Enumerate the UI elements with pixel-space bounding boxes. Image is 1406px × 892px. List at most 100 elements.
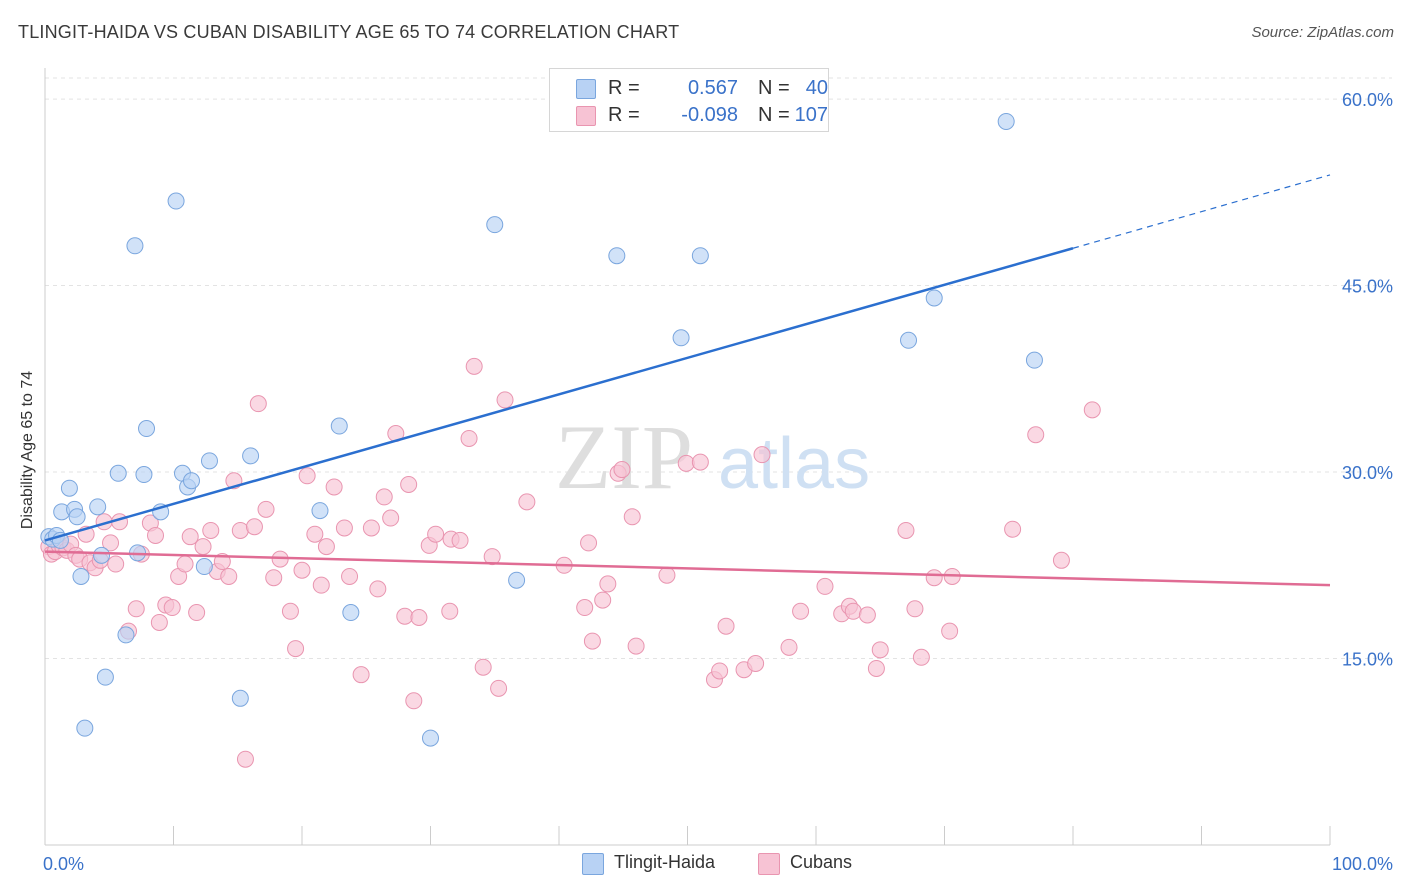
cuban-point <box>460 429 478 447</box>
cuban-point <box>518 493 536 511</box>
cuban-point <box>1004 520 1022 538</box>
tlingit-point <box>72 567 90 585</box>
tlingit-point <box>311 502 329 520</box>
tlingit-point <box>96 668 114 686</box>
cuban-point <box>410 608 428 626</box>
y-tick-label: 15.0% <box>1342 650 1393 670</box>
cuban-point <box>1052 551 1070 569</box>
cuban-point <box>576 599 594 617</box>
bottom-legend-label-cubans: Cubans <box>790 852 853 872</box>
tlingit-point <box>330 417 348 435</box>
tlingit-point <box>242 447 260 465</box>
cuban-point <box>362 519 380 537</box>
cuban-point <box>753 446 771 464</box>
cuban-point <box>844 602 862 620</box>
cuban-point <box>335 519 353 537</box>
tlingit-point <box>76 719 94 737</box>
tlingit-point <box>109 464 127 482</box>
tlingit-trend-extension <box>1072 174 1331 249</box>
cuban-point <box>780 638 798 656</box>
cuban-point <box>867 659 885 677</box>
legend-n-value: 107 <box>794 104 828 126</box>
legend-swatch-tlingit <box>576 79 596 99</box>
cuban-point <box>871 641 889 659</box>
tlingit-point <box>126 237 144 255</box>
cuban-point <box>711 662 729 680</box>
cuban-point <box>325 478 343 496</box>
legend-r-value: 0.567 <box>687 77 738 99</box>
cuban-point <box>747 654 765 672</box>
cuban-point <box>627 637 645 655</box>
cuban-point <box>792 602 810 620</box>
cuban-point <box>441 602 459 620</box>
cuban-point <box>677 454 695 472</box>
cuban-point <box>236 750 254 768</box>
cuban-point <box>912 648 930 666</box>
tlingit-point <box>117 626 135 644</box>
cuban-point <box>906 600 924 618</box>
trend-layer <box>44 174 1331 587</box>
tlingit-point <box>1025 351 1043 369</box>
tlingit-point <box>68 508 86 526</box>
tlingit-point <box>93 546 111 564</box>
cuban-point <box>382 509 400 527</box>
legend-swatch-cubans <box>576 106 596 126</box>
cuban-point <box>293 561 311 579</box>
tick-label-layer: 15.0% 30.0% 45.0% 60.0% 0.0% 100.0% <box>43 90 1393 874</box>
cuban-point <box>396 607 414 625</box>
cuban-point <box>1083 401 1101 419</box>
cuban-point <box>312 576 330 594</box>
cuban-point <box>594 591 612 609</box>
cuban-point <box>400 475 418 493</box>
cuban-point <box>375 488 393 506</box>
cuban-point <box>287 640 305 658</box>
legend-r-value: -0.098 <box>681 104 738 126</box>
tlingit-point <box>925 289 943 307</box>
tlingit-point <box>60 479 78 497</box>
tlingit-point <box>200 452 218 470</box>
cuban-point <box>281 602 299 620</box>
cuban-point <box>163 599 181 617</box>
axes-layer <box>44 68 1331 846</box>
cuban-point <box>181 528 199 546</box>
cuban-point <box>816 577 834 595</box>
bottom-legend-swatch-cubans <box>758 853 780 875</box>
cuban-point <box>150 613 168 631</box>
cuban-point <box>580 534 598 552</box>
tlingit-point <box>89 498 107 516</box>
cuban-point <box>352 666 370 684</box>
tlingit-point <box>608 247 626 265</box>
cuban-point <box>465 357 483 375</box>
grid-layer <box>45 77 1392 660</box>
cuban-point <box>490 679 508 697</box>
chart-title: TLINGIT-HAIDA VS CUBAN DISABILITY AGE 65… <box>18 22 680 42</box>
tlingit-point <box>138 420 156 438</box>
cuban-point <box>188 604 206 622</box>
cuban-point <box>176 555 194 573</box>
tlingit-point <box>135 466 153 484</box>
tlingit-point <box>167 192 185 210</box>
cuban-point <box>298 467 316 485</box>
y-tick-label: 60.0% <box>1342 90 1393 110</box>
cuban-trend-line <box>44 550 1331 587</box>
tlingit-point <box>231 689 249 707</box>
cuban-point <box>107 555 125 573</box>
bottom-legend-label-tlingit: Tlingit-Haida <box>614 852 716 872</box>
cuban-point <box>306 525 324 543</box>
x-tick-label: 100.0% <box>1332 854 1393 874</box>
cuban-point <box>102 534 120 552</box>
cuban-point <box>925 569 943 587</box>
y-axis-title-wrap: Disability Age 65 to 74 <box>17 300 39 600</box>
tlingit-trend-line <box>44 247 1074 542</box>
cuban-point <box>691 453 709 471</box>
cuban-point <box>451 531 469 549</box>
cuban-point <box>127 600 145 618</box>
watermark-atlas: atlas <box>718 424 870 504</box>
cuban-point <box>249 395 267 413</box>
cuban-point <box>220 567 238 585</box>
legend-n-label: N = <box>758 104 790 126</box>
cuban-point <box>941 622 959 640</box>
tlingit-point <box>900 331 918 349</box>
tlingit-point <box>422 729 439 747</box>
